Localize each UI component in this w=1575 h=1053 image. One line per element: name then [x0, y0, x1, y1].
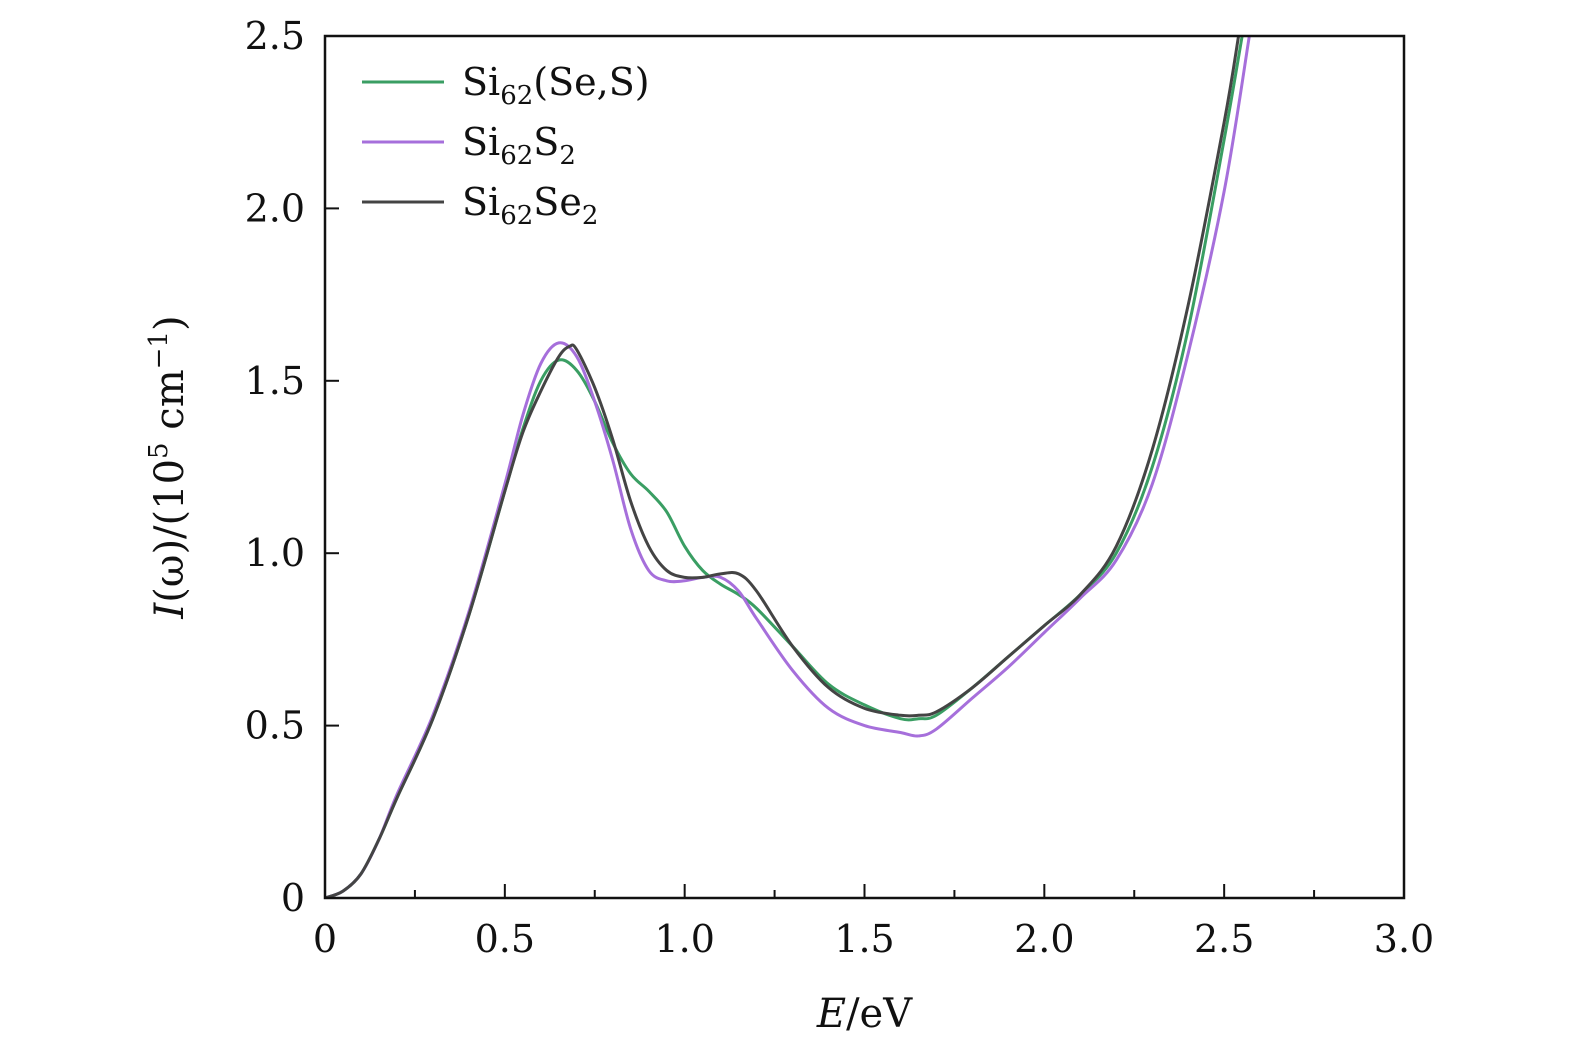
- y-tick-label: 2.0: [245, 186, 305, 230]
- legend: Si62(Se,S) Si62S2 Si62Se2: [362, 60, 650, 231]
- y-tick-label: 2.5: [245, 14, 305, 58]
- x-tick-label: 1.0: [654, 917, 714, 961]
- x-tick-label: 2.0: [1014, 917, 1074, 961]
- y-tick-label: 0: [281, 876, 305, 920]
- y-tick-label: 1.0: [245, 531, 305, 575]
- y-tick-label: 1.5: [245, 359, 305, 403]
- y-axis-label: I(ω)/(105 cm−1): [144, 315, 193, 619]
- series-lines: [325, 36, 1251, 898]
- x-tick-label: 3.0: [1374, 917, 1434, 961]
- legend-label: Si62(Se,S): [462, 60, 650, 111]
- series-line-si62-se-s-: [325, 36, 1244, 898]
- x-tick-label: 0.5: [475, 917, 535, 961]
- series-line-si62se2: [325, 36, 1241, 898]
- x-axis-label: E/eV: [816, 991, 913, 1037]
- plot-frame: [323, 34, 1406, 900]
- legend-label: Si62Se2: [462, 180, 598, 231]
- axis-ticks: 0 0.5 1.0 1.5 2.0 2.5 3.0 0 0.5 1.0 1.5 2.0 2.5: [245, 14, 1435, 961]
- x-tick-label: 2.5: [1194, 917, 1254, 961]
- x-tick-label: 0: [313, 917, 337, 961]
- y-tick-label: 0.5: [245, 704, 305, 748]
- series-line-si62s2: [325, 36, 1251, 898]
- x-tick-label: 1.5: [834, 917, 894, 961]
- legend-label: Si62S2: [462, 120, 576, 171]
